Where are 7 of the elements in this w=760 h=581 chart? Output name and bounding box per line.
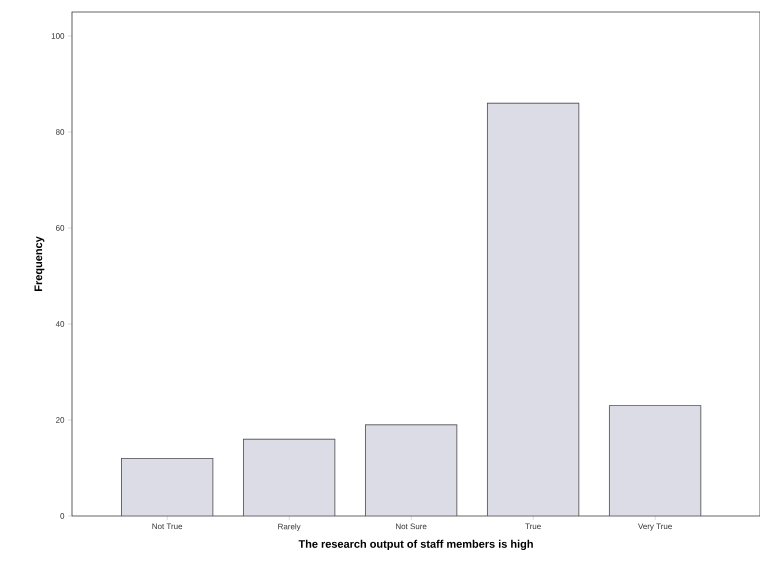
bar [121,458,214,516]
bar [486,102,580,516]
bar [243,439,335,516]
bar [364,424,458,516]
bar [608,405,702,516]
y-axis-title: Frequency [34,236,44,291]
x-axis-title: The research output of staff members is high [298,540,533,550]
